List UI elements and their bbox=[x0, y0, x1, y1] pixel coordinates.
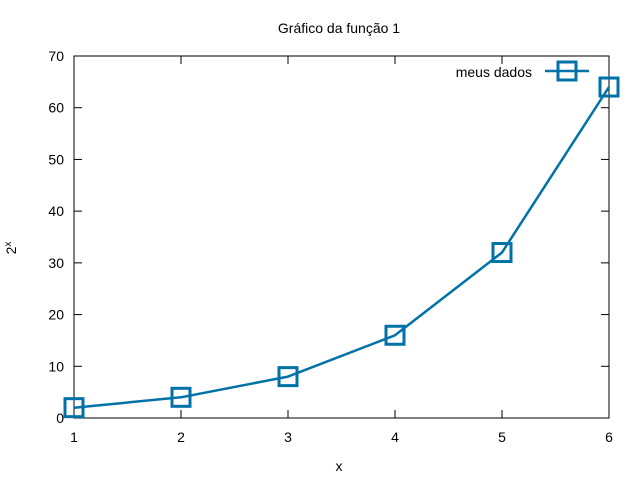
y-tick-label: 30 bbox=[48, 255, 64, 271]
x-tick-label: 6 bbox=[605, 429, 613, 445]
y-tick-label: 50 bbox=[48, 151, 64, 167]
x-tick-label: 3 bbox=[284, 429, 292, 445]
y-tick-label: 10 bbox=[48, 358, 64, 374]
plot-border bbox=[73, 55, 610, 419]
data-point-marker bbox=[170, 386, 192, 408]
x-tick-label: 2 bbox=[177, 429, 185, 445]
y-axis-label-exponent: x bbox=[3, 242, 14, 247]
y-tick-label: 0 bbox=[56, 410, 64, 426]
chart-title: Gráfico da função 1 bbox=[278, 20, 400, 36]
series-layer bbox=[63, 76, 620, 419]
data-point-marker bbox=[384, 324, 406, 346]
data-point-marker bbox=[63, 397, 85, 419]
y-axis: 0 10 20 30 40 50 60 70 bbox=[48, 48, 609, 426]
y-tick-label: 60 bbox=[48, 100, 64, 116]
legend-label: meus dados bbox=[456, 64, 532, 80]
y-tick-label: 40 bbox=[48, 203, 64, 219]
y-tick-label: 70 bbox=[48, 48, 64, 64]
y-tick-label: 20 bbox=[48, 307, 64, 323]
data-point-marker bbox=[277, 366, 299, 388]
plot-area bbox=[73, 55, 610, 419]
y-axis-label-base: 2 bbox=[3, 246, 19, 254]
data-point-marker bbox=[598, 76, 620, 98]
legend: meus dados bbox=[456, 60, 589, 82]
y-axis-label: 2x bbox=[3, 242, 19, 255]
x-tick-label: 1 bbox=[70, 429, 78, 445]
x-axis-label: x bbox=[336, 458, 343, 474]
x-axis: 1 2 3 4 5 6 bbox=[70, 56, 613, 445]
data-point-marker bbox=[491, 242, 513, 264]
series-line bbox=[73, 86, 611, 409]
x-tick-label: 4 bbox=[391, 429, 399, 445]
x-tick-label: 5 bbox=[498, 429, 506, 445]
legend-marker-swatch bbox=[556, 60, 578, 82]
